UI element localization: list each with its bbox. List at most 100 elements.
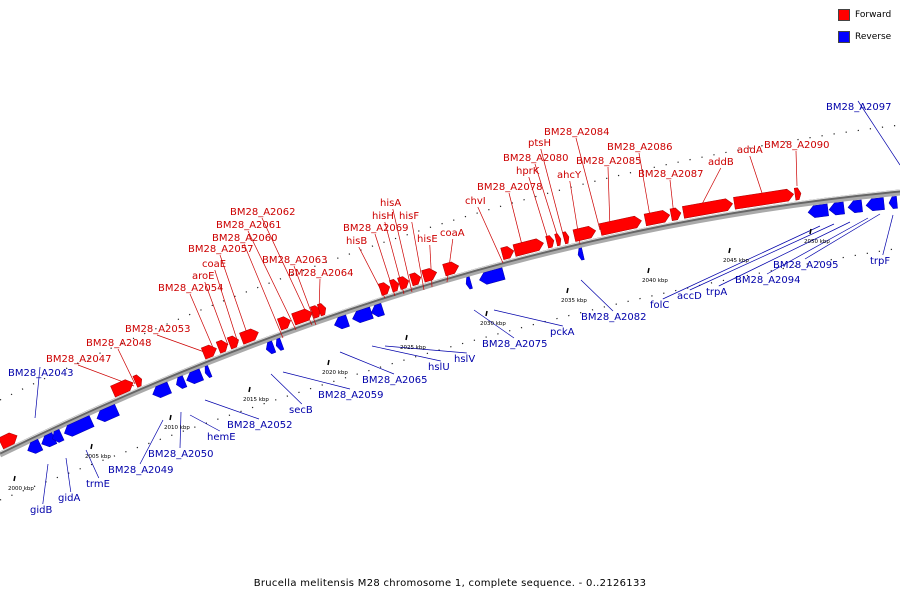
reverse-gene-label[interactable]: trpA [706, 287, 727, 298]
reverse-gene-arrow[interactable] [150, 381, 172, 400]
reverse-gene-arrow[interactable] [62, 415, 95, 439]
forward-gene-label[interactable]: BM28_A2057 [188, 244, 254, 255]
forward-gene-label[interactable]: addB [708, 157, 734, 168]
reverse-gene-label[interactable]: secB [289, 405, 313, 416]
forward-gene-arrow[interactable] [389, 278, 400, 293]
reverse-gene-arrow[interactable] [865, 197, 885, 212]
reverse-gene-arrow[interactable] [332, 314, 350, 331]
forward-gene-label[interactable]: hisB [346, 236, 367, 247]
forward-gene-label[interactable]: ptsH [528, 138, 551, 149]
reverse-gene-arrow[interactable] [888, 196, 898, 209]
reverse-gene-label[interactable]: pckA [550, 327, 575, 338]
forward-gene-arrow[interactable] [316, 302, 328, 317]
reverse-gene-arrow[interactable] [577, 247, 585, 261]
reverse-gene-arrow[interactable] [264, 340, 277, 355]
forward-gene-arrow[interactable] [276, 315, 292, 331]
reverse-gene-arrow[interactable] [50, 428, 65, 444]
forward-gene-label[interactable]: hisF [399, 211, 419, 222]
reverse-gene-arrow[interactable] [174, 375, 188, 391]
reverse-gene-label[interactable]: trpF [870, 256, 890, 267]
forward-gene-arrow[interactable] [215, 338, 230, 354]
forward-gene-label[interactable]: hisE [417, 234, 438, 245]
reverse-gene-arrow[interactable] [464, 276, 473, 290]
reverse-gene-label[interactable]: BM28_A2095 [773, 260, 839, 271]
forward-gene-arrow[interactable] [572, 225, 597, 242]
forward-gene-label[interactable]: aroE [192, 271, 214, 282]
forward-gene-label[interactable]: coaA [440, 228, 465, 239]
forward-gene-label[interactable]: coaE [202, 259, 226, 270]
reverse-gene-arrow[interactable] [478, 267, 506, 286]
forward-gene-arrow[interactable] [409, 271, 422, 287]
forward-gene-arrow[interactable] [643, 209, 671, 227]
reverse-gene-label[interactable]: BM28_A2075 [482, 339, 548, 350]
forward-gene-label[interactable]: BM28_A2090 [764, 140, 830, 151]
reverse-gene-arrow[interactable] [351, 306, 374, 325]
forward-gene-label[interactable]: BM28_A2069 [343, 223, 409, 234]
reverse-gene-arrow[interactable] [184, 368, 204, 386]
forward-gene-arrow[interactable] [309, 304, 322, 319]
forward-gene-arrow[interactable] [793, 187, 802, 201]
reverse-gene-label[interactable]: gidB [30, 505, 52, 516]
forward-gene-label[interactable]: hprK [516, 166, 540, 177]
forward-gene-arrow[interactable] [291, 307, 315, 326]
forward-gene-label[interactable]: addA [737, 145, 763, 156]
forward-gene-label[interactable]: BM28_A2053 [125, 324, 191, 335]
forward-gene-arrow[interactable] [200, 343, 218, 360]
reverse-gene-label[interactable]: hemE [207, 432, 236, 443]
forward-gene-arrow[interactable] [0, 430, 20, 450]
forward-gene-arrow[interactable] [421, 267, 439, 283]
reverse-gene-label[interactable]: BM28_A2043 [8, 368, 74, 379]
reverse-gene-label[interactable]: folC [650, 300, 669, 311]
forward-gene-label[interactable]: BM28_A2047 [46, 354, 112, 365]
forward-gene-arrow[interactable] [682, 198, 733, 219]
reverse-gene-arrow[interactable] [95, 403, 120, 424]
forward-gene-arrow[interactable] [132, 374, 144, 388]
reverse-gene-arrow[interactable] [828, 201, 845, 216]
forward-gene-label[interactable]: BM28_A2061 [216, 220, 282, 231]
reverse-gene-label[interactable]: accD [677, 291, 702, 302]
forward-gene-arrow[interactable] [239, 327, 260, 345]
reverse-gene-arrow[interactable] [274, 337, 285, 351]
forward-gene-arrow[interactable] [378, 281, 391, 296]
reverse-gene-label[interactable]: trmE [86, 479, 110, 490]
reverse-gene-label[interactable]: BM28_A2059 [318, 390, 384, 401]
forward-gene-arrow[interactable] [397, 275, 410, 290]
reverse-gene-label[interactable]: hslU [428, 362, 450, 373]
forward-gene-arrow[interactable] [545, 235, 556, 249]
forward-gene-label[interactable]: chvI [465, 196, 486, 207]
forward-gene-arrow[interactable] [562, 231, 571, 245]
forward-gene-label[interactable]: BM28_A2086 [607, 142, 673, 153]
forward-gene-label[interactable]: BM28_A2054 [158, 283, 224, 294]
forward-gene-label[interactable]: BM28_A2087 [638, 169, 704, 180]
reverse-gene-label[interactable]: BM28_A2050 [148, 449, 214, 460]
reverse-gene-arrow[interactable] [847, 199, 863, 213]
forward-gene-arrow[interactable] [733, 188, 795, 210]
forward-gene-label[interactable]: BM28_A2063 [262, 255, 328, 266]
forward-gene-label[interactable]: BM28_A2078 [477, 182, 543, 193]
forward-gene-label[interactable]: BM28_A2060 [212, 233, 278, 244]
reverse-gene-label[interactable]: BM28_A2097 [826, 102, 892, 113]
forward-gene-arrow[interactable] [226, 334, 241, 350]
forward-gene-label[interactable]: BM28_A2048 [86, 338, 152, 349]
reverse-gene-label[interactable]: BM28_A2065 [362, 375, 428, 386]
forward-gene-label[interactable]: hisH [372, 211, 394, 222]
forward-gene-label[interactable]: BM28_A2080 [503, 153, 569, 164]
reverse-gene-arrow[interactable] [203, 365, 213, 379]
forward-gene-label[interactable]: ahcY [557, 170, 582, 181]
forward-gene-arrow[interactable] [598, 215, 643, 236]
forward-gene-label[interactable]: hisA [380, 198, 401, 209]
reverse-gene-label[interactable]: gidA [58, 493, 80, 504]
reverse-gene-arrow[interactable] [25, 438, 44, 456]
forward-gene-arrow[interactable] [442, 260, 461, 277]
forward-gene-arrow[interactable] [669, 207, 682, 222]
forward-gene-arrow[interactable] [512, 237, 545, 257]
forward-gene-label[interactable]: BM28_A2062 [230, 207, 296, 218]
reverse-gene-arrow[interactable] [807, 203, 829, 218]
reverse-gene-label[interactable]: BM28_A2094 [735, 275, 801, 286]
forward-gene-arrow[interactable] [110, 377, 136, 398]
reverse-gene-arrow[interactable] [369, 303, 385, 318]
forward-gene-label[interactable]: BM28_A2084 [544, 127, 610, 138]
reverse-gene-label[interactable]: hslV [454, 354, 475, 365]
forward-gene-arrow[interactable] [554, 233, 563, 247]
